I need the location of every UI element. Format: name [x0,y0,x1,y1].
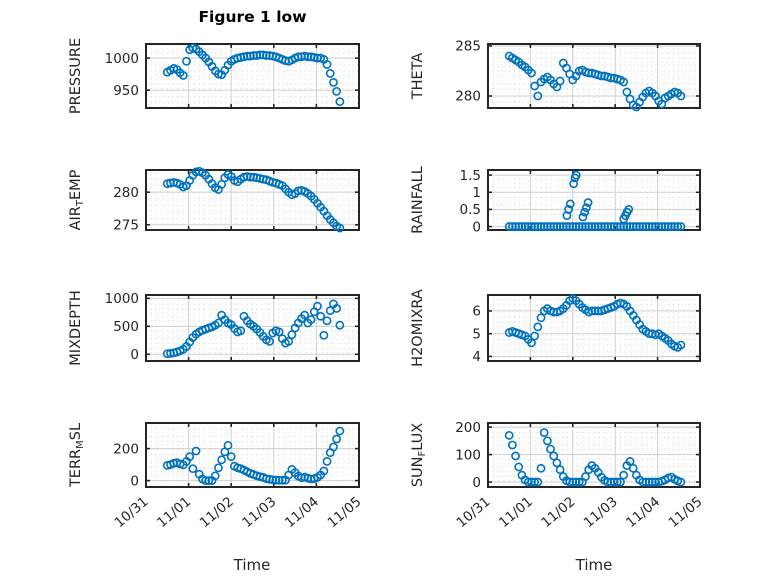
x-axis-label-left: Time [233,556,271,574]
y-tick-label: 950 [113,83,139,99]
y-tick-label: 1000 [105,291,139,307]
major-grid [488,170,700,230]
x-tick-label: 10/31 [111,494,151,531]
data-markers [162,299,345,359]
y-tick-label: 200 [113,441,139,457]
major-grid [146,295,359,361]
subplot-terr-msl: 0 200 10/31 11/01 11/02 11/03 11/04 11/05 [111,422,365,531]
axis-ticks [487,295,701,361]
data-markers [162,166,345,233]
minor-grid [146,44,359,108]
data-markers [162,43,345,106]
y-tick-label: 0 [472,219,481,235]
x-tick-label: 11/03 [581,494,621,531]
y-tick-label: 4 [472,349,481,365]
minor-grid [146,170,359,230]
x-tick-label: 11/04 [623,494,663,531]
subplot-h2omixra: 4 5 6 [472,294,701,365]
data-markers [162,426,345,485]
ylabel-sun-flux: SUNFLUX [410,422,428,488]
subplot-mixdepth: 0 500 1000 [105,291,360,363]
data-markers [504,51,686,112]
axis-ticks [145,423,360,487]
y-tick-label: 280 [455,89,481,105]
minor-grid [488,44,700,108]
axis-ticks [145,295,360,361]
ylabel-pressure: PRESSURE [68,37,84,115]
plot-frame [145,422,360,488]
figure-title: Figure 1 low [198,8,307,26]
plot-frame [487,294,701,362]
x-tick-label: 10/31 [453,494,493,531]
y-tick-label: 1.5 [460,168,481,184]
subplot-air-temp: 275 280 [113,166,360,234]
x-axis-label-right: Time [575,556,613,574]
y-tick-label: 0 [130,347,139,363]
minor-grid [488,170,700,230]
plot-frame [145,43,360,109]
y-tick-label: 500 [113,319,139,335]
axis-ticks [487,44,701,108]
y-tick-label: 0.5 [460,202,481,218]
y-tick-label: 275 [113,218,139,234]
y-tick-label: 6 [472,304,481,320]
subplot-sun-flux: 0 100 200 10/31 11/01 11/02 11/03 11/04 11/05 [453,420,705,531]
subplot-pressure: 950 1000 [105,43,360,109]
x-tick-label: 11/02 [197,494,237,531]
y-tick-label: 100 [455,447,481,463]
y-tick-label: 0 [130,473,139,489]
minor-grid [488,295,700,361]
x-tick-label: 11/05 [324,494,364,531]
ylabel-rainfall: RAINFALL [410,166,426,234]
x-tick-label: 11/02 [538,494,578,531]
y-tick-label: 5 [472,326,481,342]
y-tick-label: 1 [472,185,481,201]
data-markers [504,294,686,352]
x-tick-label: 11/04 [282,494,322,531]
x-tick-label: 11/03 [239,494,279,531]
ylabel-terr-msl: TERRMSL [68,422,86,488]
y-tick-label: 0 [472,475,481,491]
plot-frame [145,169,360,231]
x-tick-label: 11/01 [154,494,194,531]
subplot-rainfall: 00.511.5 [460,168,701,235]
data-markers [504,428,686,487]
x-tick-label: 11/01 [496,494,536,531]
y-tick-label: 1000 [105,51,139,67]
ylabel-air-temp: AIRTEMP [68,169,86,231]
plot-frame [487,43,701,109]
ylabel-h2omixra: H2OMIXRA [410,289,426,367]
ylabel-mixdepth: MIXDEPTH [68,290,84,366]
data-markers [504,170,686,231]
y-tick-label: 200 [455,420,481,436]
axis-ticks [145,44,360,108]
minor-grid [146,295,359,361]
x-tick-label: 11/05 [665,494,705,531]
y-tick-label: 285 [455,39,481,55]
plot-frame [145,294,360,362]
subplot-theta: 280 285 [455,39,701,112]
ylabel-theta: THETA [410,52,426,100]
y-tick-label: 280 [113,185,139,201]
